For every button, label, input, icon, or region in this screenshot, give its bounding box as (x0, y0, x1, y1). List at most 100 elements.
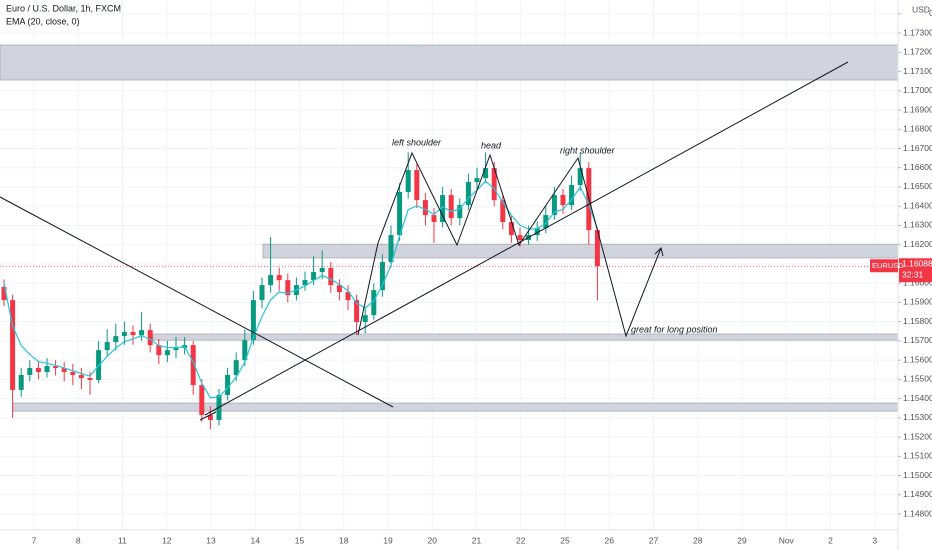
y-tick-label: 1.15100 (903, 451, 932, 461)
y-tick-label: 1.15500 (903, 374, 932, 384)
candle-body (422, 200, 428, 216)
candle-body (388, 235, 394, 263)
candle-body (543, 215, 549, 229)
legend: Euro / U.S. Dollar, 1h, FXCM EMA (20, cl… (6, 3, 121, 26)
x-tick-label: 26 (605, 535, 615, 545)
annotation: head (481, 140, 502, 150)
candle-body (87, 378, 93, 380)
indicator-legend: EMA (20, close, 0) (6, 16, 80, 26)
candle-body (483, 168, 489, 179)
x-tick-label: 14 (251, 535, 261, 545)
x-tick-label: 18 (339, 535, 349, 545)
candle-body (147, 330, 153, 346)
candle-body (285, 280, 291, 296)
candle-body (113, 336, 119, 343)
candle-body (311, 272, 317, 281)
candle-body (242, 340, 248, 361)
x-tick-label: 29 (737, 535, 747, 545)
x-tick-label: 12 (162, 535, 172, 545)
y-tick-label: 1.16600 (903, 162, 932, 172)
x-tick-label: 25 (560, 535, 570, 545)
y-tick-label: 1.16900 (903, 104, 932, 114)
drawings: left shoulder head right shoulder great … (0, 61, 849, 421)
annotation: right shoulder (560, 145, 616, 155)
x-tick-label: 22 (516, 535, 526, 545)
candle-body (259, 285, 265, 301)
x-tick-label: 20 (428, 535, 438, 545)
y-tick-label: 1.14800 (903, 508, 932, 518)
last-price-box (899, 258, 932, 283)
y-tick-label: 1.16200 (903, 239, 932, 249)
y-tick-label: 1.16400 (903, 200, 932, 210)
last-price-label: 1.16088 (902, 259, 932, 269)
y-tick-label: 1.16500 (903, 181, 932, 191)
candle-body (250, 300, 256, 341)
candle-body (577, 168, 583, 186)
zone (12, 402, 899, 412)
x-tick-label: 2 (828, 535, 833, 545)
x-tick-label: 11 (118, 535, 127, 545)
pattern-line (357, 151, 662, 338)
candle-body (1, 287, 7, 301)
trendline (0, 196, 394, 408)
pattern-line (199, 411, 217, 421)
currency-box (903, 2, 929, 18)
y-tick-label: 1.16800 (903, 124, 932, 134)
y-tick-label: 1.17300 (903, 27, 932, 37)
symbol-label: EURUSD (872, 261, 904, 270)
zone (262, 243, 899, 259)
candle-body (61, 368, 67, 373)
y-tick-label: 1.15300 (903, 412, 932, 422)
trendline (204, 61, 849, 416)
candle-body (319, 267, 325, 273)
candle-body (560, 195, 566, 206)
x-tick-label: 15 (295, 535, 305, 545)
x-tick-label: 8 (76, 535, 81, 545)
candle-body (35, 368, 41, 373)
x-tick-label: Nov (779, 535, 795, 545)
candle-body (551, 195, 557, 216)
candle-body (405, 170, 411, 192)
candle-body (508, 222, 514, 236)
candle-body (440, 195, 446, 223)
candle-body (173, 348, 179, 351)
candle-body (457, 205, 463, 219)
y-tick-label: 1.17100 (903, 66, 932, 76)
candle-body (397, 191, 403, 236)
ema-line (3, 180, 598, 399)
candle-body (78, 374, 84, 379)
y-tick-label: 1.15800 (903, 316, 932, 326)
candle-body (70, 372, 76, 375)
candle-body (18, 374, 24, 390)
candle-body (139, 330, 145, 336)
candle-body (156, 345, 162, 356)
y-tick-label: 1.14900 (903, 489, 932, 499)
candle-body (345, 292, 351, 301)
candle-body (414, 170, 420, 201)
candle-body (517, 235, 523, 241)
candle-body (465, 181, 471, 206)
zone (0, 44, 899, 81)
candle-body (276, 275, 282, 281)
candle-body (328, 267, 334, 286)
y-tick-label: 1.16300 (903, 220, 932, 230)
y-tick-label: 1.16700 (903, 143, 932, 153)
y-tick-label: 1.15600 (903, 354, 932, 364)
candle-body (379, 262, 385, 291)
candle-body (500, 200, 506, 223)
candle-body (569, 185, 575, 206)
zone (152, 333, 899, 341)
y-tick-label: 1.15700 (903, 335, 932, 345)
candle-body (474, 178, 480, 182)
zones (0, 44, 899, 412)
candle-body (190, 345, 196, 386)
candle-body (431, 215, 437, 223)
candle-body (164, 350, 170, 356)
candle-body (44, 366, 50, 373)
candle-body (121, 332, 127, 337)
candle-body (27, 368, 33, 375)
x-tick-label: 27 (649, 535, 659, 545)
x-tick-label: 13 (206, 535, 216, 545)
y-tick-label: 1.15200 (903, 431, 932, 441)
